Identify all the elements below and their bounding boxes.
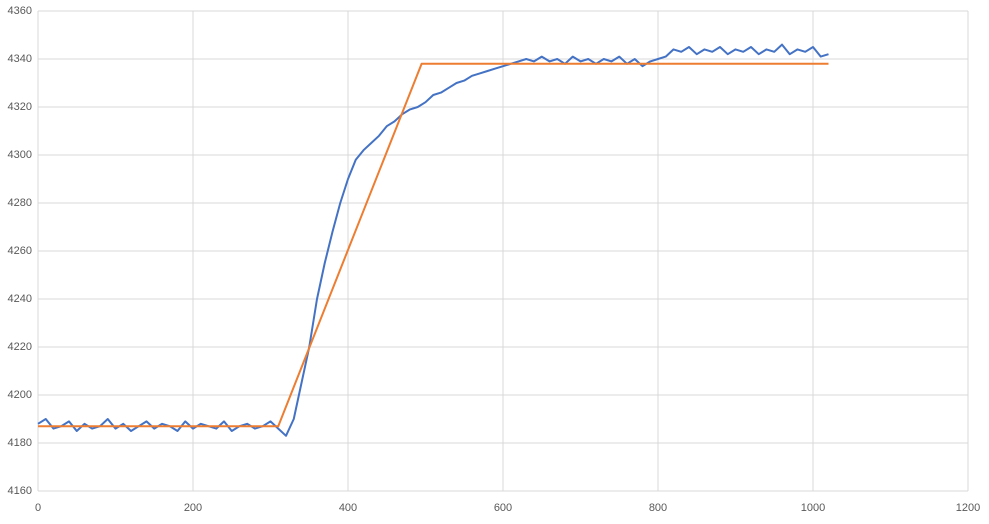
x-tick-label: 600	[494, 502, 512, 514]
y-tick-label: 4240	[8, 293, 32, 305]
y-tick-label: 4260	[8, 245, 32, 257]
x-tick-label: 1000	[801, 502, 825, 514]
x-tick-label: 200	[184, 502, 202, 514]
y-tick-label: 4340	[8, 53, 32, 65]
y-tick-label: 4360	[8, 5, 32, 17]
x-tick-label: 800	[649, 502, 667, 514]
series-line	[38, 62, 829, 428]
y-tick-label: 4300	[8, 149, 32, 161]
series-line	[37, 43, 829, 437]
y-tick-label: 4160	[8, 485, 32, 497]
y-tick-label: 4220	[8, 341, 32, 353]
y-tick-label: 4180	[8, 437, 32, 449]
y-tick-label: 4320	[8, 101, 32, 113]
x-tick-label: 0	[35, 502, 41, 514]
y-tick-label: 4200	[8, 389, 32, 401]
x-tick-label: 1200	[956, 502, 980, 514]
x-tick-label: 400	[339, 502, 357, 514]
y-tick-label: 4280	[8, 197, 32, 209]
